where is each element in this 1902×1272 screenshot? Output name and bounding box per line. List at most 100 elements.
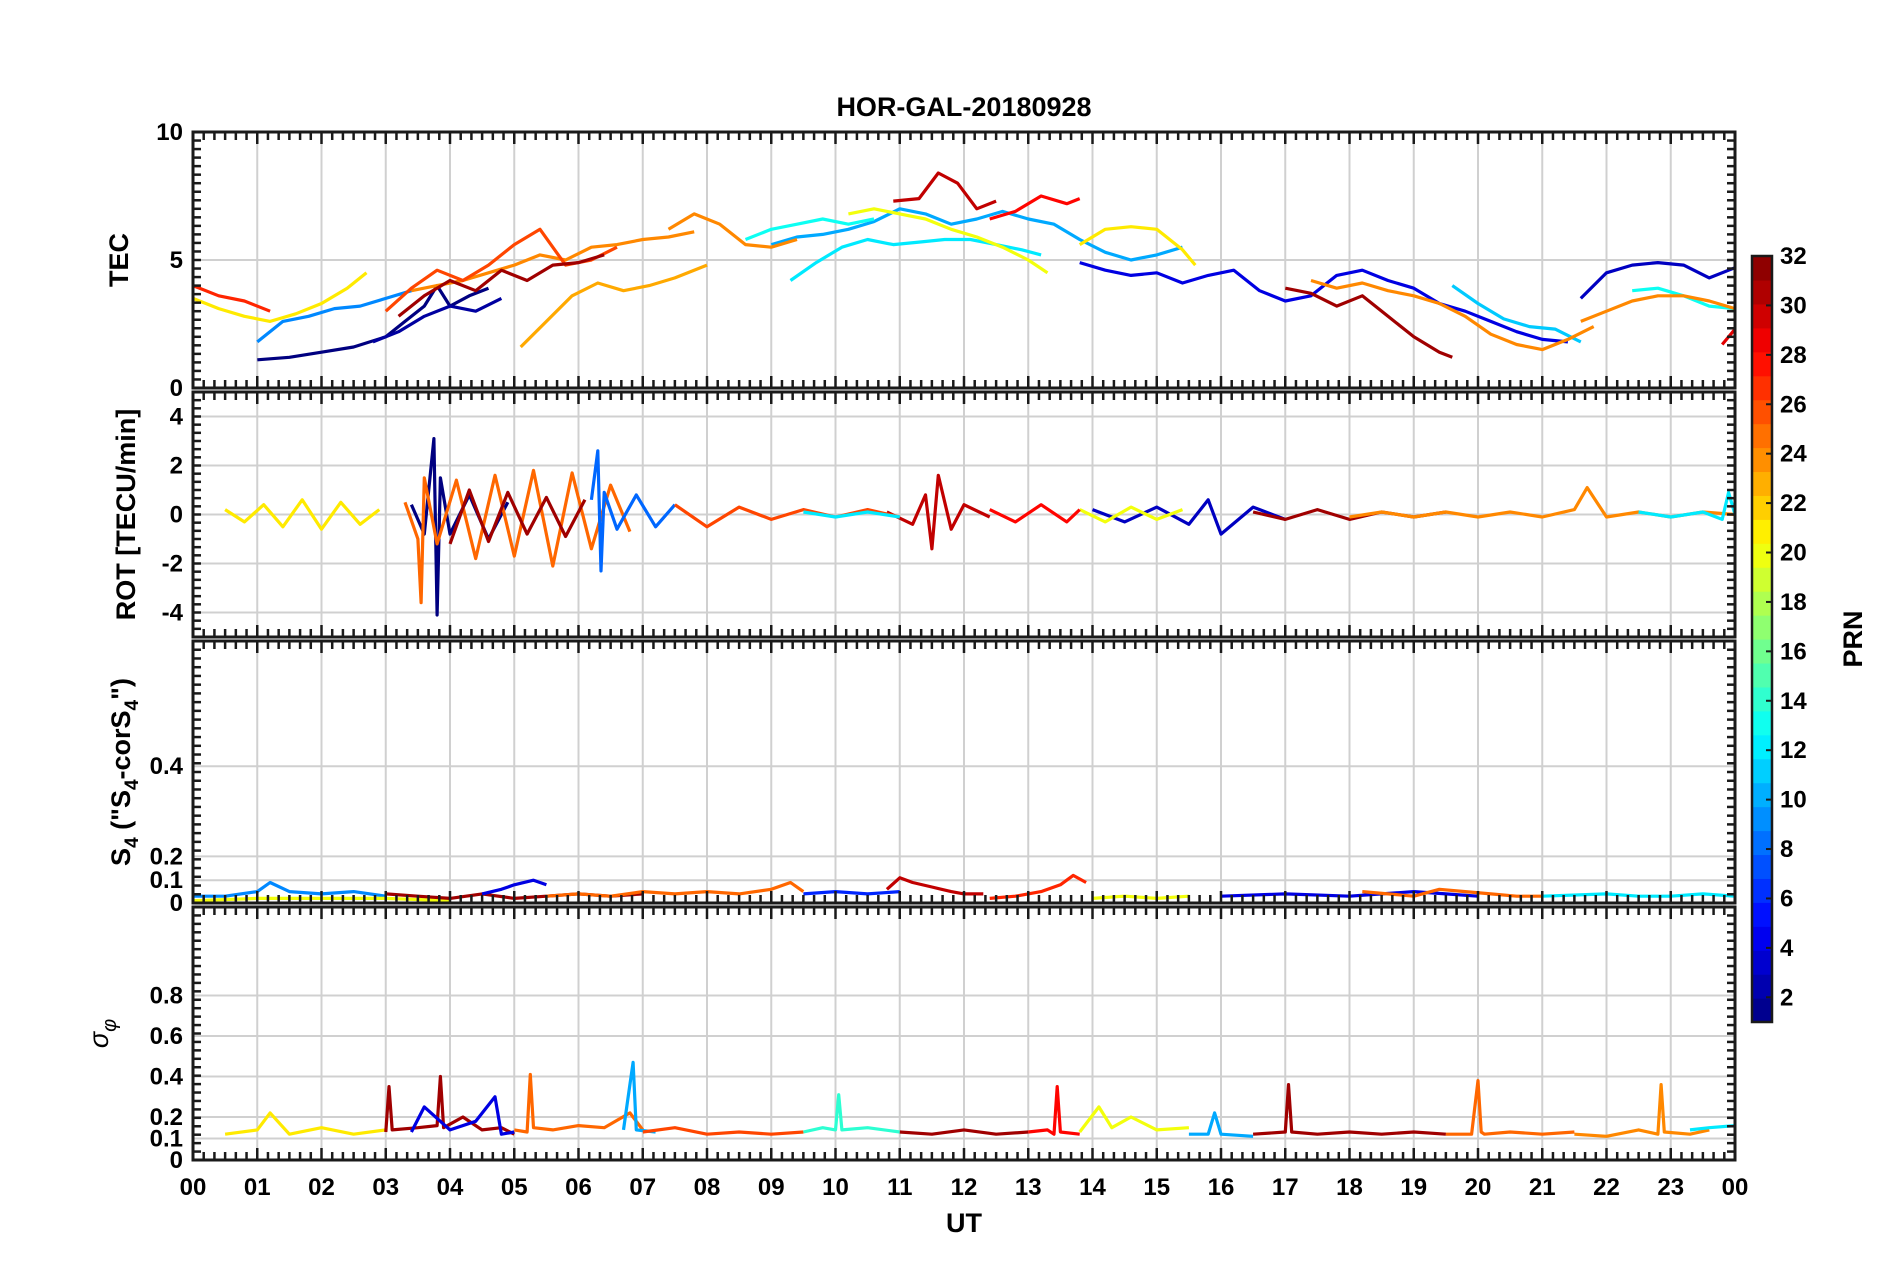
- colorbar-frame: [1750, 254, 1774, 1024]
- x-tick-label: 21: [1529, 1174, 1556, 1201]
- series-line-prn: [803, 510, 901, 519]
- colorbar-tick-label: 22: [1780, 490, 1807, 517]
- y-tick-label: 0: [170, 502, 183, 529]
- minor-ticks: [191, 130, 1737, 390]
- y-label-part: "): [106, 678, 136, 700]
- series-line-prn: [1362, 887, 1543, 898]
- series-line-prn: [384, 1074, 516, 1136]
- x-axis: 00 01 02 03 04 05 06 07 08 09 10 11 12 13 14 15 16 17 18 19…: [180, 1174, 1749, 1201]
- y-tick-label: 2: [170, 453, 183, 480]
- x-axis-label: UT: [946, 1208, 982, 1238]
- colorbar-swatch: [1752, 974, 1772, 999]
- series-line-prn: [1079, 505, 1184, 524]
- series-line-prn: [989, 194, 1081, 221]
- x-tick-label: 14: [1079, 1174, 1106, 1201]
- minor-ticks: [191, 905, 1737, 1162]
- series-line-prn: [1579, 261, 1736, 300]
- series-line-prn: [1252, 1083, 1447, 1136]
- series-line-prn: [409, 1095, 515, 1136]
- y-tick-label: 0: [170, 375, 183, 402]
- y-tick-label: 10: [156, 119, 183, 146]
- series-line-prn: [481, 878, 547, 896]
- panel-3: 00.10.20.4S4 ("S4-corS4"): [106, 639, 1737, 917]
- y-tick-label: 0.1: [150, 867, 183, 894]
- series-line-prn: [372, 296, 503, 344]
- minor-ticks: [191, 390, 1737, 639]
- panel-2: -4 -2 0 2 4 ROT [TECU/min]: [111, 390, 1737, 639]
- series-line-prn: [519, 263, 708, 349]
- colorbar-swatch: [1752, 734, 1772, 760]
- series-line-prn: [1284, 286, 1453, 359]
- x-tick-label: 20: [1465, 1174, 1492, 1201]
- panel-4: 00.10.2 0.4 0.6 0.8 σφ: [84, 905, 1737, 1174]
- x-tick-label: 08: [694, 1174, 721, 1201]
- series-line-prn: [411, 230, 695, 293]
- colorbar-swatch: [1752, 950, 1772, 975]
- x-tick-label: 01: [244, 1174, 271, 1201]
- y-tick-label: 0.1: [150, 1125, 183, 1152]
- series-line-prn: [673, 503, 901, 529]
- colorbar-tick-label: 20: [1780, 540, 1807, 567]
- colorbar-swatch: [1752, 830, 1772, 856]
- x-tick-label: 05: [501, 1174, 528, 1201]
- y-axis-label: σφ: [84, 1019, 121, 1048]
- colorbar-swatch: [1752, 256, 1772, 281]
- colorbar-swatch: [1752, 495, 1772, 520]
- colorbar-tick-label: 8: [1780, 836, 1793, 863]
- y-axis-label: TEC: [104, 233, 134, 287]
- series-line-prn: [224, 1111, 387, 1136]
- colorbar-tick-label: 24: [1780, 441, 1807, 468]
- series-line-prn: [397, 253, 605, 318]
- series-line-prn: [1091, 498, 1286, 536]
- colorbar-label: PRN: [1838, 610, 1868, 667]
- panel-1: 0 5 10 TEC: [104, 119, 1737, 402]
- y-label-part: -corS: [106, 710, 136, 779]
- colorbar-swatch: [1752, 662, 1772, 688]
- y-tick-label: 0.2: [150, 1104, 183, 1131]
- y-tick-label: 0.4: [150, 753, 184, 780]
- y-tick-label: 4: [170, 404, 184, 431]
- colorbar-tick-label: 4: [1780, 935, 1794, 962]
- colorbar-swatch: [1752, 878, 1772, 903]
- colorbar-tick-label: 28: [1780, 342, 1807, 369]
- x-tick-label: 07: [629, 1174, 656, 1201]
- x-tick-label: 00: [180, 1174, 207, 1201]
- x-tick-label: 04: [437, 1174, 464, 1201]
- x-tick-label: 11: [887, 1174, 912, 1201]
- colorbar-tick-label: 6: [1780, 885, 1793, 912]
- series-line-prn: [1445, 1079, 1575, 1136]
- colorbar-swatch: [1752, 279, 1772, 305]
- minor-ticks: [191, 639, 1737, 905]
- series-line-prn: [893, 171, 997, 211]
- x-tick-label: 16: [1208, 1174, 1235, 1201]
- y-label-part: S: [106, 848, 136, 866]
- colorbar-tick-label: 32: [1780, 243, 1807, 270]
- colorbar-swatch: [1752, 591, 1772, 616]
- y-tick-label: 5: [170, 247, 183, 274]
- colorbar-swatch: [1752, 471, 1772, 496]
- series-line-prn: [1078, 225, 1197, 267]
- x-tick-label: 00: [1722, 1174, 1749, 1201]
- y-tick-label: -4: [162, 600, 184, 627]
- colorbar-tick-label: 12: [1780, 737, 1807, 764]
- colorbar-swatch: [1752, 375, 1772, 401]
- x-tick-label: 06: [565, 1174, 592, 1201]
- y-tick-label: 0: [170, 1147, 183, 1174]
- colorbar-swatch: [1752, 854, 1772, 879]
- colorbar-swatch: [1752, 686, 1772, 712]
- colorbar-tick-label: 18: [1780, 589, 1807, 616]
- colorbar-swatch: [1752, 327, 1772, 353]
- series-line-prn: [546, 880, 805, 898]
- colorbar-swatch: [1752, 782, 1772, 808]
- series-line-prn: [1574, 1083, 1710, 1138]
- y-tick-label: -2: [162, 551, 183, 578]
- x-tick-label: 10: [822, 1174, 849, 1201]
- series-line-prn: [886, 473, 991, 551]
- chart-title: HOR-GAL-20180928: [836, 92, 1091, 122]
- series-line-prn: [667, 212, 798, 249]
- colorbar-swatch: [1752, 758, 1772, 784]
- y-tick-label: 0.8: [150, 983, 183, 1010]
- series-line-prn: [448, 488, 587, 545]
